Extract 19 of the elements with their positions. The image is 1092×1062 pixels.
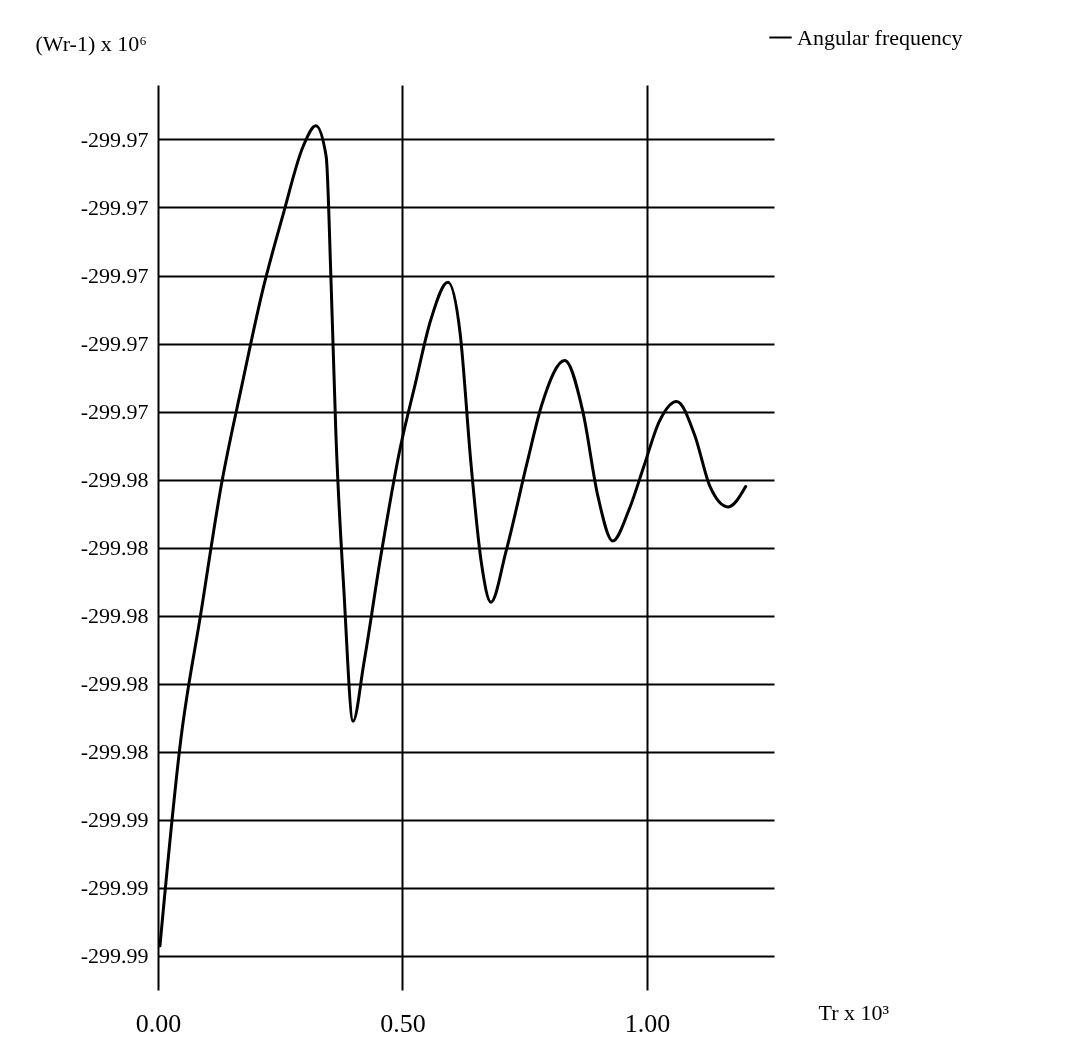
- legend-label: Angular frequency: [797, 24, 963, 50]
- y-tick-label: -299.99: [80, 943, 149, 969]
- y-tick-label: -299.97: [80, 399, 149, 425]
- y-tick-label: -299.97: [80, 194, 149, 220]
- y-tick-label: -299.97: [80, 263, 149, 289]
- y-tick-label: -299.99: [80, 807, 149, 833]
- y-tick-label: -299.98: [80, 671, 149, 697]
- y-tick-label: -299.99: [80, 875, 149, 901]
- x-tick-label: 0.00: [135, 1008, 182, 1038]
- x-tick-label: 1.00: [624, 1008, 671, 1038]
- y-tick-label: -299.98: [80, 467, 149, 493]
- y-axis-title: (Wr-1) x 10⁶: [35, 30, 147, 56]
- y-tick-label: -299.97: [80, 126, 149, 152]
- y-tick-label: -299.98: [80, 603, 149, 629]
- x-tick-label: 0.50: [380, 1008, 426, 1038]
- x-axis-title: Tr x 10³: [818, 999, 890, 1025]
- y-tick-label: -299.98: [80, 535, 149, 561]
- y-tick-label: -299.98: [80, 739, 149, 765]
- y-tick-label: -299.97: [80, 331, 149, 357]
